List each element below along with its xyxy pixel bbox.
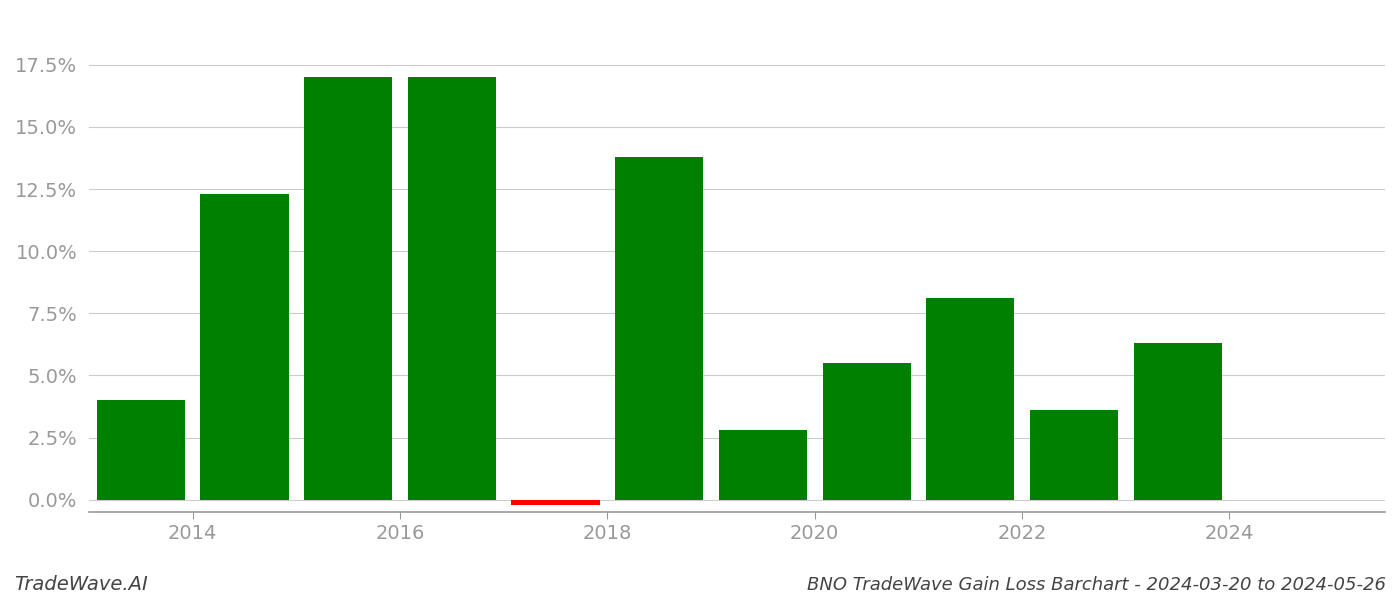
Bar (304, 77, 392, 500)
Bar (615, 157, 703, 500)
Bar (1134, 343, 1222, 500)
Bar (718, 430, 806, 500)
Bar (97, 400, 185, 500)
Bar (927, 298, 1015, 500)
Bar (200, 194, 288, 500)
Bar (823, 363, 910, 500)
Bar (407, 77, 496, 500)
Text: TradeWave.AI: TradeWave.AI (14, 575, 148, 594)
Bar (511, 500, 599, 505)
Bar (1030, 410, 1119, 500)
Text: BNO TradeWave Gain Loss Barchart - 2024-03-20 to 2024-05-26: BNO TradeWave Gain Loss Barchart - 2024-… (806, 576, 1386, 594)
